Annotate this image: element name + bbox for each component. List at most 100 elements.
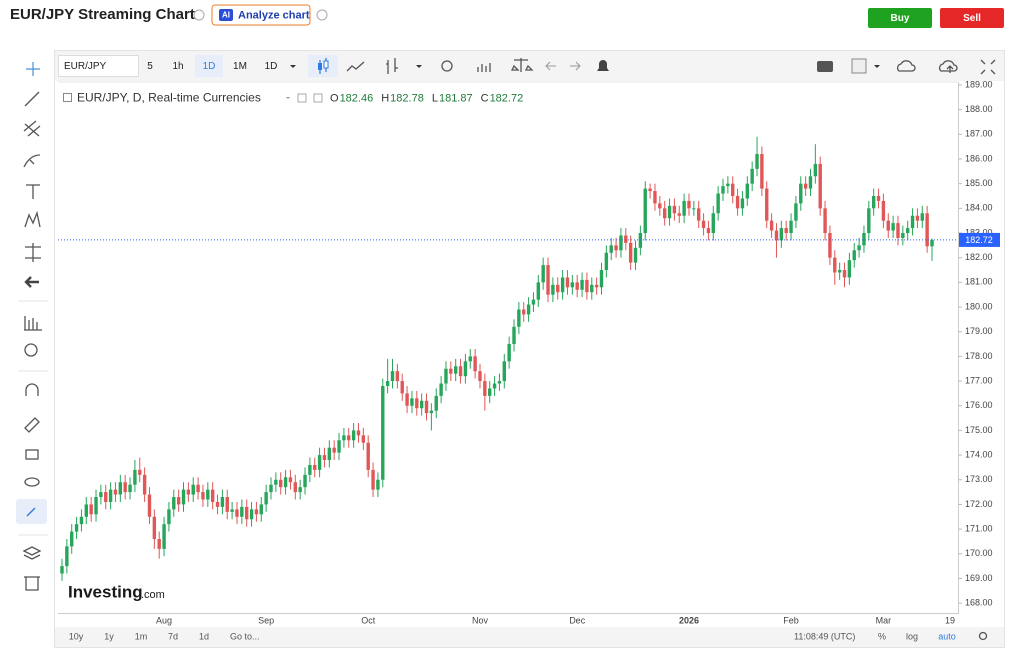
candle-body	[191, 484, 195, 495]
candle-body	[176, 497, 181, 505]
candle-body	[915, 215, 920, 221]
alert-icon[interactable]	[597, 60, 609, 71]
y-tick-label: 179.00	[965, 326, 993, 336]
legend-ohlc-value: 182.46	[340, 92, 374, 104]
range-button[interactable]: 7d	[168, 631, 178, 641]
dropdown-arrow[interactable]	[416, 65, 422, 68]
range-button[interactable]: 1y	[104, 631, 114, 641]
pattern-tool[interactable]	[24, 210, 41, 228]
interval-button[interactable]: 1D	[265, 61, 278, 72]
candle-body	[813, 163, 818, 177]
interval-button[interactable]: 1D	[203, 61, 216, 72]
legend-icon[interactable]	[313, 93, 323, 103]
range-button[interactable]: 10y	[69, 631, 84, 641]
candle-body	[881, 200, 886, 221]
analyze-label[interactable]: Analyze chart	[238, 9, 310, 21]
last-price-tag	[959, 232, 1000, 247]
redo-icon[interactable]	[570, 61, 581, 71]
y-tick-label: 187.00	[965, 129, 993, 139]
buy-button[interactable]	[868, 8, 932, 28]
info-icon[interactable]	[193, 9, 205, 21]
candle-body	[512, 326, 516, 345]
analyze-button-frame[interactable]	[211, 4, 311, 26]
range-button[interactable]: 1d	[199, 631, 209, 641]
trendline-tool[interactable]	[24, 91, 40, 107]
unlock-tool[interactable]	[25, 449, 39, 460]
color-box[interactable]	[851, 58, 867, 74]
symbol-box[interactable]	[58, 55, 139, 77]
symbol-input[interactable]: EUR/JPY	[64, 61, 107, 72]
candle-body	[643, 188, 647, 234]
candle-body	[930, 239, 934, 247]
watermark-brand: Investing	[68, 582, 143, 601]
trash-tool[interactable]	[24, 576, 40, 591]
goto-button[interactable]: Go to...	[230, 631, 260, 641]
collapse-icon[interactable]	[63, 93, 72, 102]
layers-tool[interactable]	[22, 546, 42, 560]
buy-label[interactable]: Buy	[891, 13, 910, 24]
candle-body	[536, 282, 541, 300]
candle-body	[210, 489, 215, 502]
fullscreen-icon[interactable]	[980, 59, 996, 75]
last-price-label: 182.72	[965, 235, 993, 245]
brush-tool[interactable]	[23, 154, 41, 168]
settings-icon[interactable]	[978, 631, 988, 641]
cloud-download-icon[interactable]	[896, 60, 916, 72]
sell-label[interactable]: Sell	[963, 13, 981, 24]
screenshot-icon[interactable]	[817, 61, 833, 72]
sell-button[interactable]	[940, 8, 1004, 28]
interval-button[interactable]: 5	[147, 61, 153, 72]
fib-tool[interactable]	[23, 120, 41, 137]
x-tick-label: Feb	[783, 615, 799, 625]
interval-button[interactable]: 1h	[172, 61, 183, 72]
dropdown-arrow[interactable]	[874, 65, 880, 68]
candle-body	[740, 198, 745, 209]
text-tool[interactable]	[26, 184, 40, 199]
interval-button[interactable]: 1M	[233, 61, 247, 72]
candle-body	[415, 398, 419, 409]
candle-body	[769, 220, 774, 231]
candle-body	[167, 509, 171, 525]
candle-body	[458, 366, 463, 377]
indicators-icon[interactable]	[477, 63, 491, 72]
lock-drawing-tool[interactable]	[24, 417, 40, 433]
candle-body	[79, 516, 84, 525]
measure-tool[interactable]	[25, 243, 41, 262]
candle-body	[818, 163, 822, 209]
bars-icon[interactable]	[386, 58, 398, 74]
candle-body	[507, 344, 511, 362]
settings-icon[interactable]	[441, 60, 453, 72]
compare-icon[interactable]	[510, 58, 534, 72]
percent-toggle[interactable]: %	[878, 631, 886, 641]
link-tool[interactable]	[26, 507, 36, 517]
magnet-tool[interactable]	[25, 383, 39, 396]
line-type-icon[interactable]	[346, 61, 365, 72]
crosshair-tool[interactable]	[26, 62, 40, 76]
candle-body	[745, 183, 750, 199]
candle-body	[556, 284, 560, 293]
legend-icon[interactable]	[297, 93, 307, 103]
candle-body	[697, 208, 701, 221]
indicator-tool[interactable]	[24, 316, 42, 331]
info-icon[interactable]	[316, 9, 328, 21]
candle-type-button[interactable]	[308, 55, 338, 77]
zoom-tool[interactable]	[24, 343, 38, 357]
candle-body	[526, 304, 531, 315]
legend-ohlc-letter: O	[330, 92, 339, 104]
undo-icon[interactable]	[545, 61, 556, 71]
analyze-button[interactable]: AI Analyze chart	[211, 4, 311, 26]
auto-toggle[interactable]: auto	[938, 631, 956, 641]
candle-body	[293, 482, 297, 493]
dropdown-arrow[interactable]	[290, 65, 296, 68]
cloud-upload-icon[interactable]	[938, 60, 958, 73]
candle-body	[833, 257, 837, 273]
chart-legend: EUR/JPY, D, Real-time Currencies O 182.46…	[63, 91, 523, 105]
visibility-tool[interactable]	[24, 477, 40, 487]
range-button[interactable]: 1m	[135, 631, 148, 641]
log-toggle[interactable]: log	[906, 631, 918, 641]
candle-body	[750, 168, 754, 184]
y-tick-label: 184.00	[965, 203, 993, 213]
dropdown-arrow[interactable]	[286, 97, 290, 99]
candle-body	[113, 489, 118, 495]
hide-panel[interactable]	[24, 276, 39, 288]
